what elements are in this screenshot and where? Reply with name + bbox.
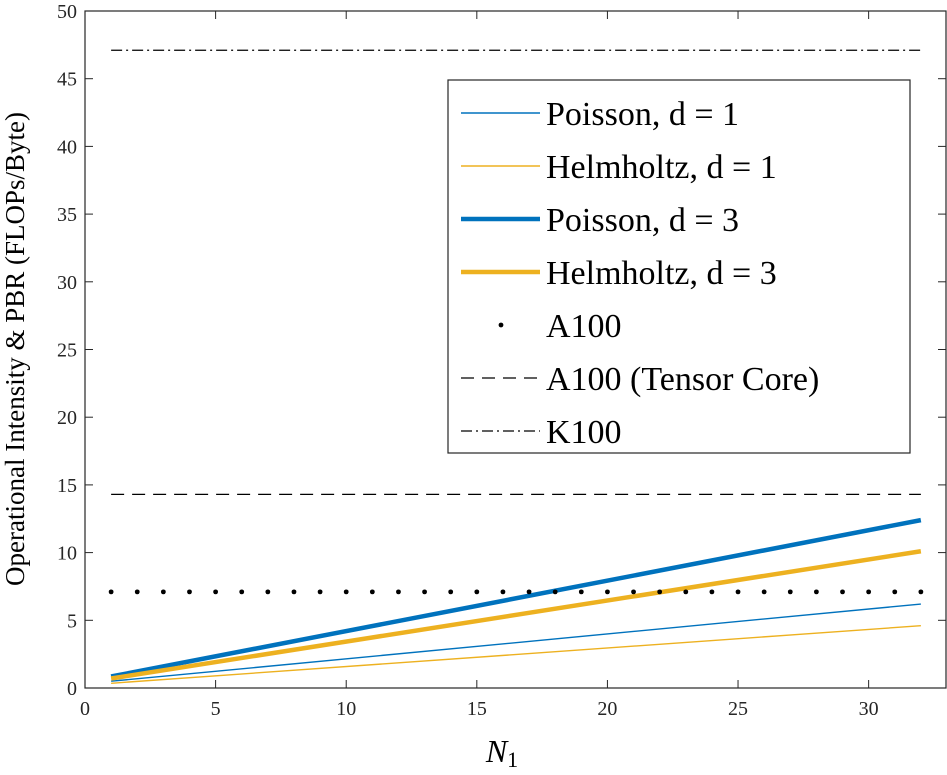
x-tick-label: 25 — [728, 698, 748, 720]
a100-dot — [552, 589, 558, 595]
series-line-0 — [111, 603, 921, 682]
legend-item: A100 (Tensor Core) — [461, 361, 819, 398]
x-tick-label: 10 — [336, 698, 356, 720]
a100-dot — [474, 589, 480, 595]
a100-dot — [631, 589, 636, 595]
a100-dot — [422, 589, 427, 595]
y-tick-label: 35 — [57, 204, 77, 226]
x-axis-label-subscript: 1 — [507, 747, 518, 772]
a100-dot — [291, 589, 297, 595]
y-tick-label: 25 — [57, 340, 77, 362]
a100-dot — [866, 589, 872, 595]
y-tick-label: 30 — [57, 272, 77, 294]
x-tick-label: 15 — [467, 698, 487, 720]
legend-label: Poisson, d = 1 — [546, 96, 739, 133]
legend-item: Poisson, d = 1 — [461, 96, 739, 133]
y-tick-label: 10 — [57, 543, 77, 565]
a100-dot — [213, 589, 219, 595]
y-tick-label: 5 — [67, 610, 77, 632]
x-tick-label: 30 — [859, 698, 879, 720]
y-tick-label: 20 — [57, 407, 77, 429]
a100-dot — [840, 589, 845, 595]
legend-item: K100 — [461, 414, 622, 451]
a100-dot — [500, 589, 506, 595]
a100-dot — [683, 589, 689, 595]
a100-dot — [813, 589, 819, 595]
legend-label: Helmholtz, d = 1 — [546, 149, 777, 186]
legend-item: A100 — [498, 308, 622, 345]
x-axis-label-main: N — [485, 733, 509, 769]
legend-box — [447, 79, 911, 454]
a100-dot — [761, 589, 767, 595]
series-line-3 — [110, 549, 922, 681]
a100-dot — [709, 589, 715, 595]
a100-dot — [396, 589, 401, 595]
legend-label: Poisson, d = 3 — [546, 202, 739, 239]
series-line-2 — [110, 517, 922, 679]
legend-swatch — [498, 322, 504, 328]
a100-dot — [448, 589, 454, 595]
x-tick-label: 20 — [597, 698, 617, 720]
legend-item: Helmholtz, d = 1 — [461, 149, 777, 186]
x-tick-label: 0 — [80, 698, 90, 720]
a100-dot — [265, 589, 271, 595]
a100-dot — [134, 589, 140, 595]
legend: Poisson, d = 1 Helmholtz, d = 1 Poisson, d… — [447, 79, 911, 454]
y-tick-label: 15 — [57, 475, 77, 497]
a100-dot — [605, 589, 610, 595]
legend-item: Poisson, d = 3 — [461, 202, 739, 239]
a100-dot — [918, 589, 924, 595]
a100-dot — [892, 589, 898, 595]
a100-dot — [317, 589, 323, 595]
y-tick-label: 40 — [57, 136, 77, 158]
a100-dot — [526, 589, 532, 595]
a100-dot — [343, 589, 349, 595]
x-tick-label: 5 — [211, 698, 221, 720]
a100-dot — [369, 589, 375, 595]
y-tick-label: 50 — [57, 1, 77, 23]
a100-dot — [239, 589, 245, 595]
y-tick-label: 0 — [67, 678, 77, 700]
a100-dot — [108, 589, 114, 595]
y-tick-label: 45 — [57, 69, 77, 91]
y-axis-label: Operational Intensity & PBR (FLOPs/Byte) — [0, 112, 30, 586]
a100-dot — [735, 589, 741, 595]
legend-label: A100 — [546, 308, 622, 345]
a100-dot — [160, 589, 166, 595]
a100-dot — [787, 589, 793, 595]
x-axis-label: N1 — [485, 733, 518, 772]
series-line-1 — [111, 625, 921, 684]
legend-label: A100 (Tensor Core) — [546, 361, 819, 398]
a100-dot — [187, 589, 192, 595]
ticks-layer: 0 5 10 15 20 25 30 0 5 10 15 20 25 30 35 40 45 50 — [57, 1, 946, 720]
series-a100-dots — [108, 589, 924, 595]
a100-dot — [578, 589, 584, 595]
series-layer — [108, 49, 924, 684]
a100-dot — [657, 589, 663, 595]
legend-label: K100 — [546, 414, 622, 451]
legend-item: Helmholtz, d = 3 — [461, 255, 777, 292]
legend-label: Helmholtz, d = 3 — [546, 255, 777, 292]
legend-items: Poisson, d = 1 Helmholtz, d = 1 Poisson, d… — [461, 96, 819, 451]
